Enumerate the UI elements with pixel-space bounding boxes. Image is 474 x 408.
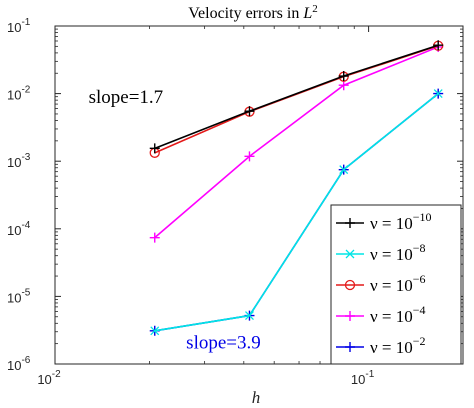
legend-label: ν = 10−8 [370, 241, 426, 264]
data-point [245, 311, 254, 321]
data-point [433, 40, 444, 51]
series-line [154, 92, 439, 332]
chart-title-text: Velocity errors in [188, 5, 303, 22]
legend-label: ν = 10−2 [370, 334, 426, 357]
legend: ν = 10−10 ν = 10−8 ν = 10−6 ν = 10−4 ν = 10−… [330, 204, 462, 365]
legend-marker [344, 279, 356, 291]
slope-annotation: slope=3.9 [186, 332, 261, 353]
chart-title: Velocity errors in L2 [188, 3, 317, 22]
data-point [244, 151, 255, 162]
legend-marker [345, 249, 355, 259]
y-tick-label: 10-2 [7, 85, 31, 103]
legend-label: ν = 10−6 [370, 272, 426, 295]
y-tick-label: 10-3 [7, 152, 31, 170]
legend-label: ν = 10−10 [370, 210, 432, 233]
series-2 [150, 89, 443, 336]
annotations: slope=1.7 slope=3.9 [89, 87, 261, 354]
plot-area [149, 40, 444, 336]
axes-box [54, 25, 464, 365]
data-point [433, 89, 443, 99]
legend-entry: ν = 10−4 [336, 303, 426, 326]
y-tick-label: 10-1 [7, 17, 31, 35]
series-line [154, 44, 439, 150]
chart-title-var: L [302, 5, 312, 22]
legend-entry: ν = 10−10 [336, 210, 432, 233]
data-point [149, 232, 160, 243]
data-point [150, 326, 160, 336]
y-tick-label: 10-4 [7, 220, 31, 238]
x-tick-label: 10-1 [351, 369, 375, 387]
y-tick-label: 10-5 [7, 287, 31, 305]
axes: 10-2 10-1 10-1 10-2 10-3 10-4 10-5 10-6 [7, 17, 464, 387]
data-point [244, 106, 255, 117]
y-tick-label: 10-6 [7, 355, 31, 373]
x-axis-label: h [252, 388, 261, 407]
data-point [338, 71, 349, 82]
legend-marker [345, 311, 355, 321]
legend-entry: ν = 10−6 [336, 272, 426, 295]
legend-marker [345, 342, 355, 352]
data-point [338, 80, 349, 91]
legend-entry: ν = 10−2 [336, 334, 426, 357]
series-line [154, 45, 439, 154]
legend-entry: ν = 10−8 [336, 241, 426, 264]
legend-marker [345, 218, 355, 228]
chart-title-sup: 2 [312, 3, 318, 15]
series-line [154, 46, 439, 239]
x-tick-label: 10-2 [37, 369, 61, 387]
series-1 [149, 40, 444, 154]
slope-annotation: slope=1.7 [89, 87, 164, 108]
legend-label: ν = 10−4 [370, 303, 426, 326]
data-point [339, 165, 349, 175]
data-point [149, 143, 160, 154]
